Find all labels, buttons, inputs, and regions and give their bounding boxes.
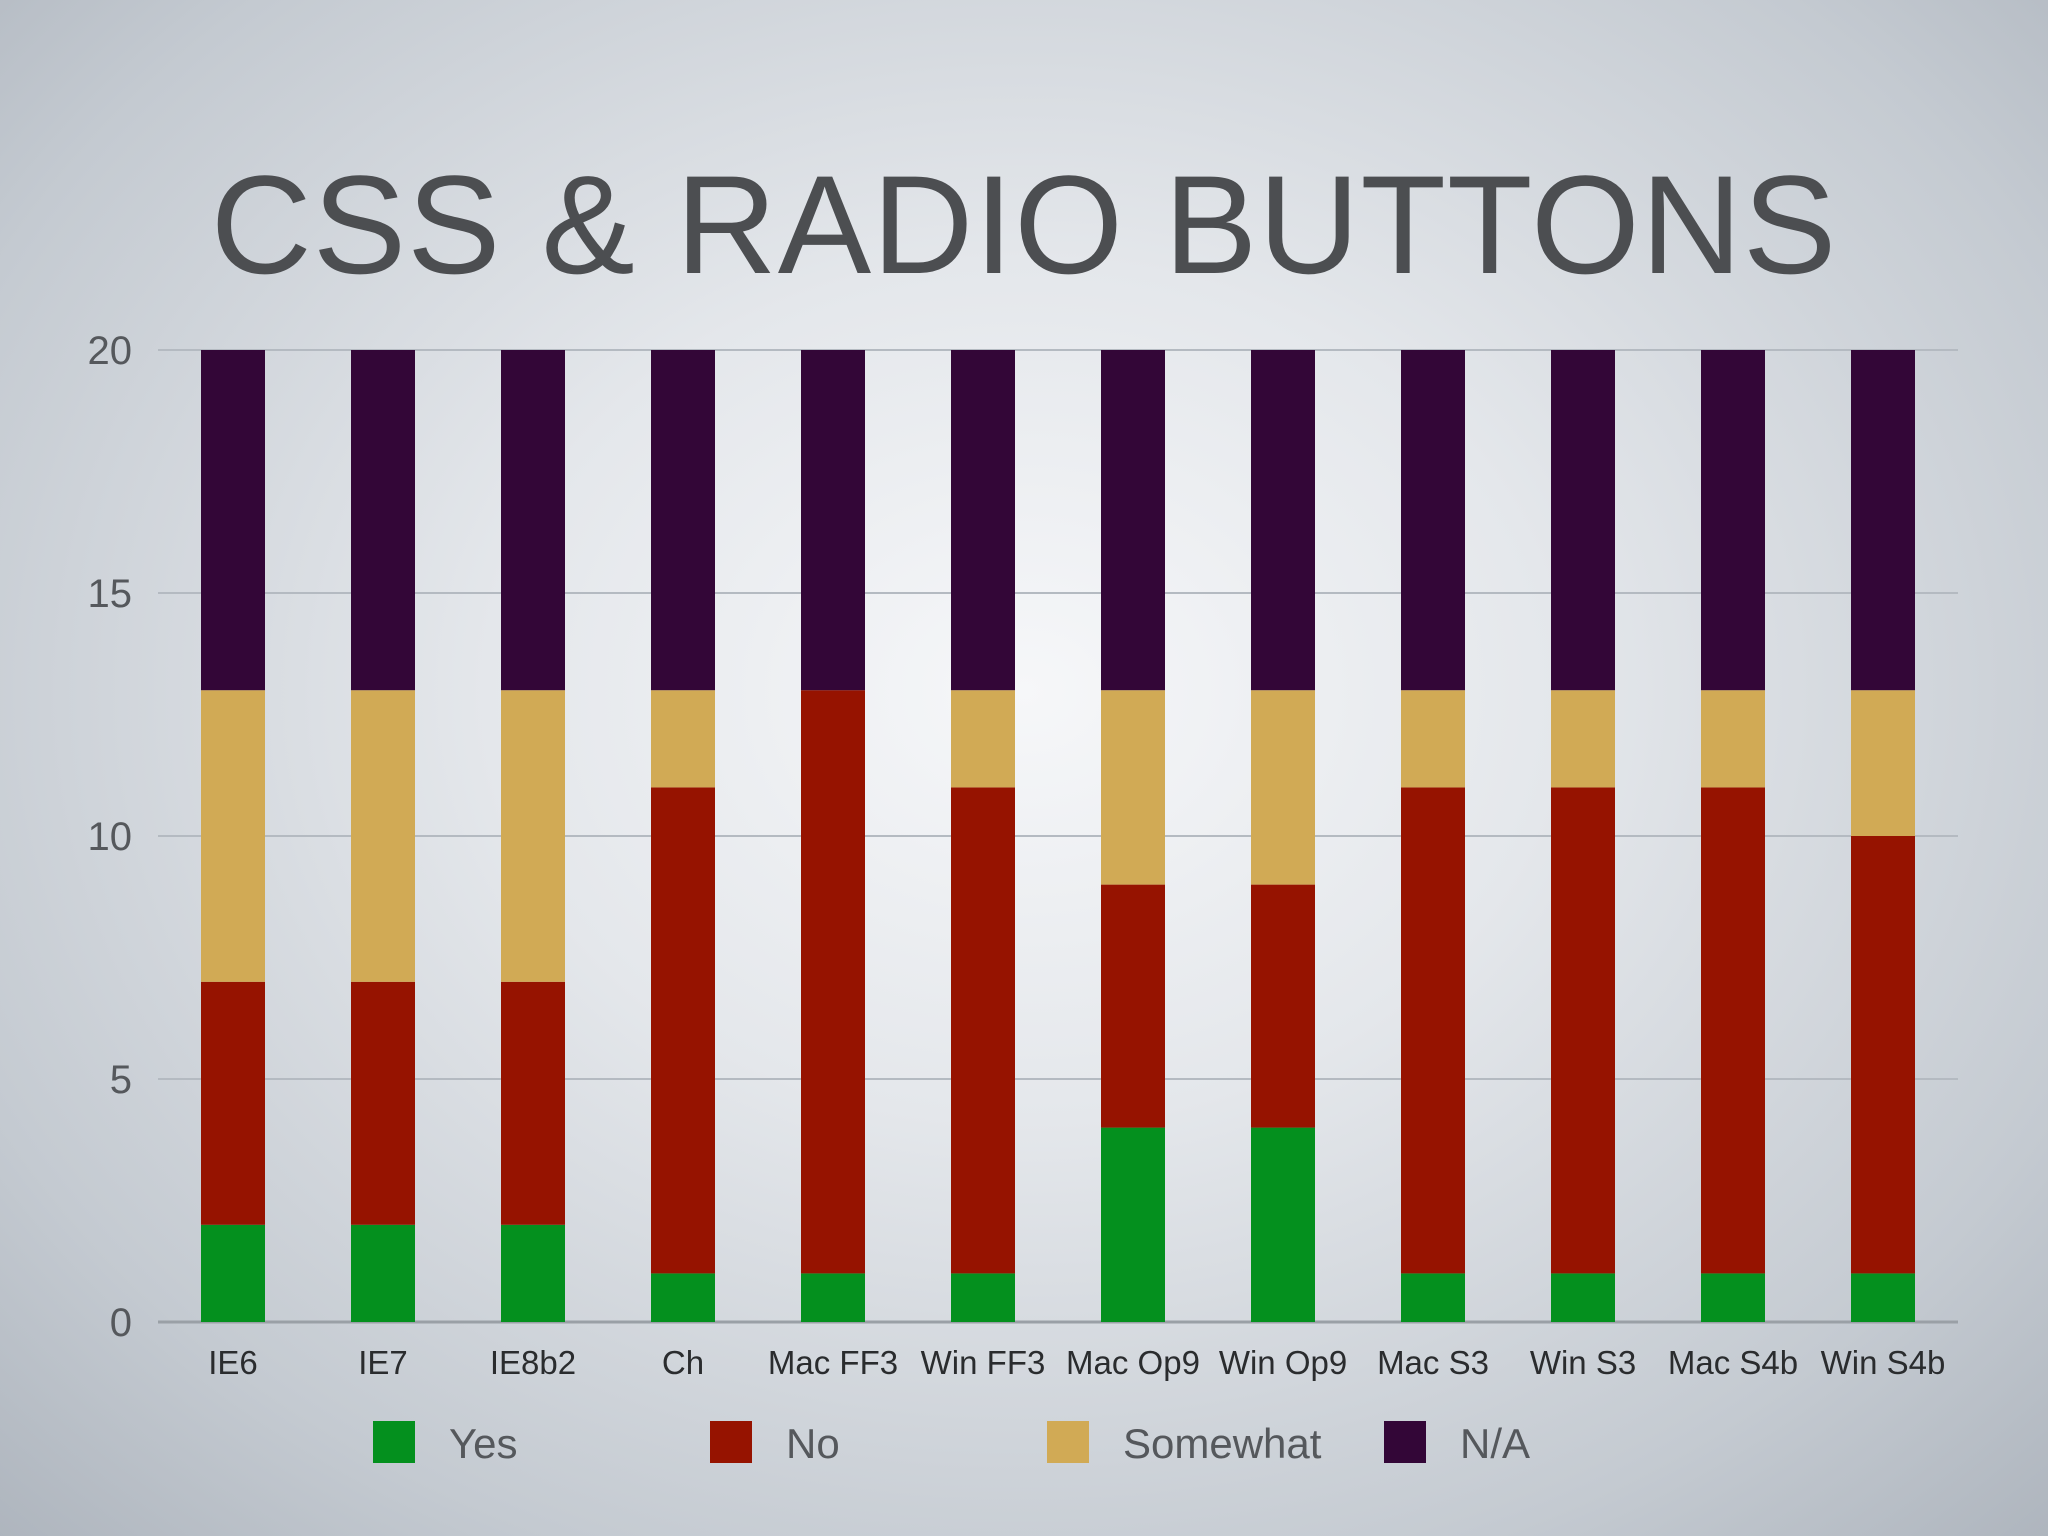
bar-win-op9-somewhat	[1251, 690, 1315, 885]
bar-stack-mac-s4b	[1701, 350, 1765, 1322]
axes: 0 5 10 15 20 IE6 IE7 IE8b2 Ch Mac FF3 Win FF3 Mac O…	[88, 329, 1946, 1381]
bar-ie8b2-n-a	[501, 350, 565, 691]
bar-stack-win-op9	[1251, 350, 1315, 1322]
bar-win-s3-somewhat	[1551, 690, 1615, 788]
bar-mac-op9-somewhat	[1101, 690, 1165, 885]
bar-mac-s3-n-a	[1401, 350, 1465, 691]
bar-win-s4b-yes	[1851, 1273, 1915, 1322]
bar-ie6-yes	[201, 1224, 265, 1322]
bar-mac-s3-somewhat	[1401, 690, 1465, 788]
bar-stack-mac-s3	[1401, 350, 1465, 1322]
legend-swatch-n-a	[1384, 1421, 1426, 1463]
bar-stack-mac-op9	[1101, 350, 1165, 1322]
bar-win-op9-yes	[1251, 1127, 1315, 1322]
bar-win-s4b-somewhat	[1851, 690, 1915, 836]
bar-mac-s3-yes	[1401, 1273, 1465, 1322]
bar-win-ff3-no	[951, 787, 1015, 1274]
bars	[201, 350, 1915, 1322]
x-tick-label-ie8b2: IE8b2	[490, 1344, 576, 1381]
bar-mac-s4b-somewhat	[1701, 690, 1765, 788]
bar-ie7-n-a	[351, 350, 415, 691]
bar-ie6-no	[201, 981, 265, 1225]
bar-stack-ie7	[351, 350, 415, 1322]
gridlines	[158, 349, 1958, 1324]
bar-ch-somewhat	[651, 690, 715, 788]
bar-stack-ch	[651, 350, 715, 1322]
bar-ie6-n-a	[201, 350, 265, 691]
x-tick-label-win-s4b: Win S4b	[1821, 1344, 1946, 1381]
bar-mac-s4b-yes	[1701, 1273, 1765, 1322]
bar-ch-n-a	[651, 350, 715, 691]
bar-stack-win-ff3	[951, 350, 1015, 1322]
legend-item-n-a: N/A	[1384, 1420, 1530, 1467]
bar-mac-ff3-no	[801, 690, 865, 1274]
bar-ie8b2-somewhat	[501, 690, 565, 982]
y-tick-label-5: 5	[110, 1058, 132, 1102]
legend-item-yes: Yes	[373, 1420, 518, 1467]
legend-label-somewhat: Somewhat	[1123, 1420, 1322, 1467]
bar-win-op9-no	[1251, 884, 1315, 1128]
legend-label-yes: Yes	[449, 1420, 518, 1467]
bar-mac-op9-n-a	[1101, 350, 1165, 691]
bar-stack-win-s4b	[1851, 350, 1915, 1322]
bar-mac-s4b-no	[1701, 787, 1765, 1274]
bar-ie6-somewhat	[201, 690, 265, 982]
bar-mac-op9-no	[1101, 884, 1165, 1128]
bar-win-op9-n-a	[1251, 350, 1315, 691]
x-tick-label-mac-s4b: Mac S4b	[1668, 1344, 1798, 1381]
x-tick-label-mac-ff3: Mac FF3	[768, 1344, 898, 1381]
x-tick-label-ie6: IE6	[208, 1344, 258, 1381]
bar-ie7-yes	[351, 1224, 415, 1322]
bar-mac-op9-yes	[1101, 1127, 1165, 1322]
x-tick-label-win-op9: Win Op9	[1219, 1344, 1347, 1381]
bar-win-ff3-somewhat	[951, 690, 1015, 788]
y-tick-label-15: 15	[88, 572, 133, 616]
bar-ie7-somewhat	[351, 690, 415, 982]
y-tick-label-0: 0	[110, 1301, 132, 1345]
bar-stack-ie6	[201, 350, 265, 1322]
bar-mac-s3-no	[1401, 787, 1465, 1274]
legend-item-no: No	[710, 1420, 840, 1467]
bar-win-s4b-no	[1851, 836, 1915, 1274]
x-tick-label-ch: Ch	[662, 1344, 704, 1381]
bar-stack-ie8b2	[501, 350, 565, 1322]
bar-ie8b2-yes	[501, 1224, 565, 1322]
bar-stack-win-s3	[1551, 350, 1615, 1322]
legend-label-n-a: N/A	[1460, 1420, 1530, 1467]
x-tick-label-win-ff3: Win FF3	[921, 1344, 1046, 1381]
bar-mac-ff3-yes	[801, 1273, 865, 1322]
bar-win-ff3-yes	[951, 1273, 1015, 1322]
bar-win-s4b-n-a	[1851, 350, 1915, 691]
bar-mac-s4b-n-a	[1701, 350, 1765, 691]
bar-ie8b2-no	[501, 981, 565, 1225]
legend-swatch-no	[710, 1421, 752, 1463]
legend-swatch-somewhat	[1047, 1421, 1089, 1463]
legend-swatch-yes	[373, 1421, 415, 1463]
bar-win-ff3-n-a	[951, 350, 1015, 691]
bar-win-s3-no	[1551, 787, 1615, 1274]
y-tick-label-10: 10	[88, 815, 133, 859]
x-tick-label-ie7: IE7	[358, 1344, 408, 1381]
x-tick-label-win-s3: Win S3	[1530, 1344, 1636, 1381]
bar-ie7-no	[351, 981, 415, 1225]
x-tick-label-mac-op9: Mac Op9	[1066, 1344, 1200, 1381]
bar-ch-no	[651, 787, 715, 1274]
bar-mac-ff3-n-a	[801, 350, 865, 691]
slide-title: CSS & RADIO BUTTONS	[210, 146, 1838, 303]
legend-item-somewhat: Somewhat	[1047, 1420, 1322, 1467]
y-tick-label-20: 20	[88, 329, 133, 373]
bar-win-s3-n-a	[1551, 350, 1615, 691]
bar-ch-yes	[651, 1273, 715, 1322]
bar-win-s3-yes	[1551, 1273, 1615, 1322]
bar-stack-mac-ff3	[801, 350, 865, 1322]
legend: Yes No Somewhat N/A	[373, 1420, 1530, 1467]
x-tick-label-mac-s3: Mac S3	[1377, 1344, 1489, 1381]
legend-label-no: No	[786, 1420, 840, 1467]
